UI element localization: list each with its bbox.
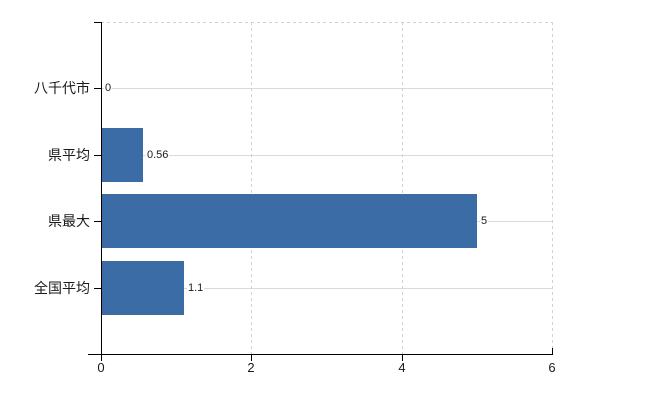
category-label: 八千代市: [34, 80, 90, 96]
x-tick-label: 6: [548, 360, 556, 375]
v-gridline: [251, 22, 252, 354]
bar: [101, 128, 143, 182]
h-gridline: [101, 88, 552, 89]
x-tick: [101, 355, 102, 361]
bar: [101, 194, 477, 248]
v-gridline: [402, 22, 403, 354]
category-label: 県平均: [48, 147, 90, 163]
y-tick: [94, 221, 101, 222]
x-tick-label: 0: [97, 360, 105, 375]
x-tick-label: 4: [398, 360, 406, 375]
x-tick: [251, 355, 252, 361]
y-axis-line: [101, 22, 102, 354]
x-tick-label: 2: [247, 360, 255, 375]
y-axis-top-tick: [94, 22, 101, 23]
bar-value-label: 1.1: [187, 281, 205, 295]
x-tick: [402, 355, 403, 361]
h-gridline: [101, 155, 552, 156]
y-tick: [94, 288, 101, 289]
plot-top-border: [101, 22, 552, 23]
bar: [101, 261, 184, 315]
category-label: 全国平均: [34, 280, 90, 296]
bar-value-label: 0.56: [146, 148, 170, 162]
y-tick: [94, 88, 101, 89]
bar-value-label: 0: [104, 81, 113, 95]
y-tick: [94, 155, 101, 156]
category-label: 県最大: [48, 213, 90, 229]
h-gridline: [101, 288, 552, 289]
x-tick: [552, 348, 553, 354]
bar-value-label: 5: [480, 214, 489, 228]
v-gridline: [552, 22, 553, 354]
x-axis-line: [88, 354, 553, 355]
